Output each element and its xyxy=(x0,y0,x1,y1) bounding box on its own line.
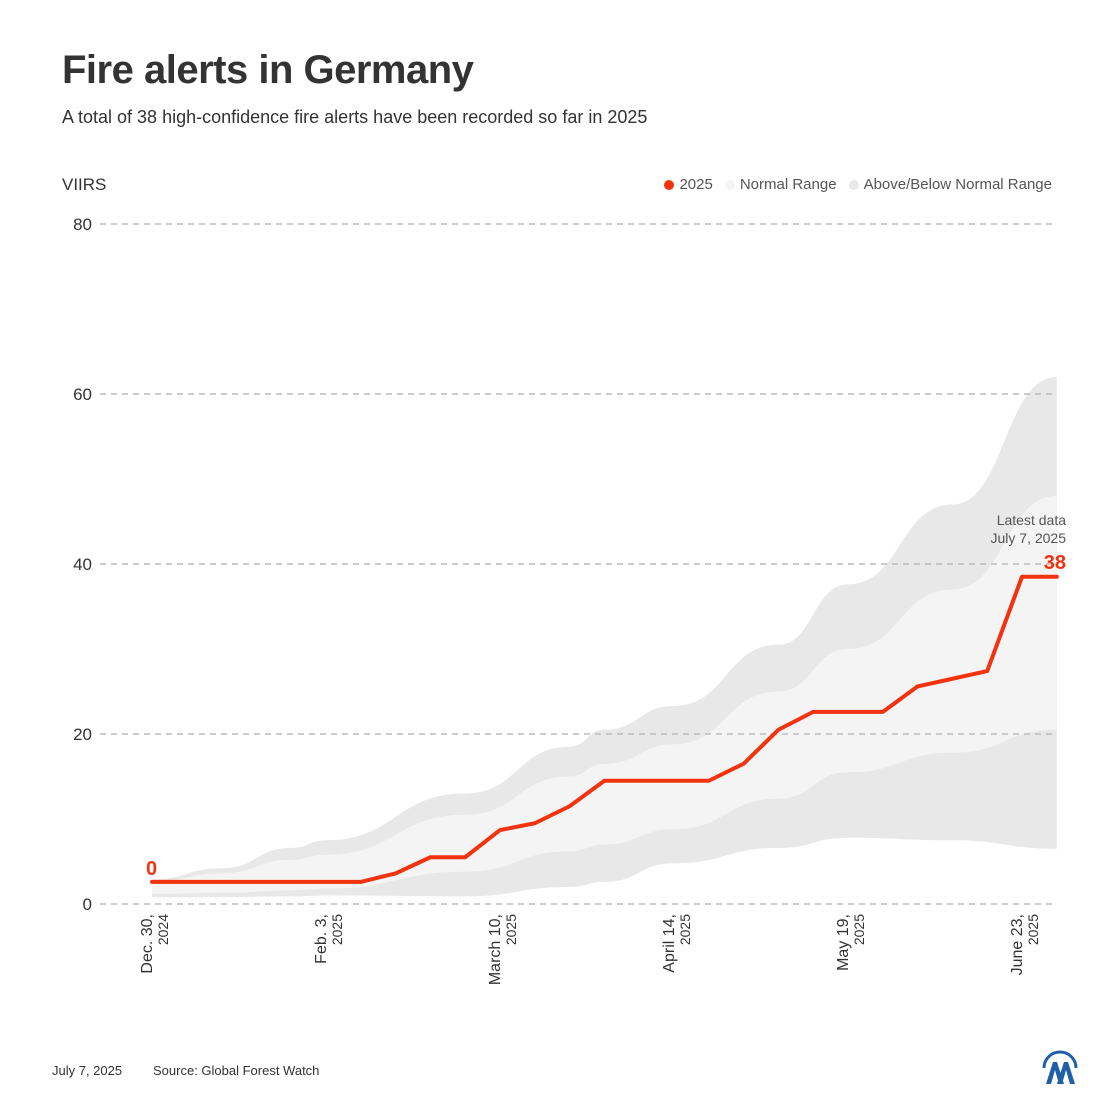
x-tick-label: April 14, 2025 xyxy=(661,914,693,973)
x-tick-line1: June 23, xyxy=(1009,914,1026,975)
x-tick-line2: 2025 xyxy=(1025,914,1041,945)
latest-data-date: July 7, 2025 xyxy=(991,530,1067,546)
footer-date: July 7, 2025 xyxy=(52,1063,123,1078)
y-tick-label: 20 xyxy=(73,725,92,744)
chart-subtitle: A total of 38 high-confidence fire alert… xyxy=(62,107,648,127)
start-value-label: 0 xyxy=(146,858,157,880)
x-tick-label: Dec. 30, 2024 xyxy=(139,914,171,974)
x-tick-line2: 2025 xyxy=(677,914,693,945)
legend: 2025 Normal Range Above/Below Normal Ran… xyxy=(664,176,1052,193)
legend-swatch xyxy=(664,179,675,190)
legend-item-above-below-range: Above/Below Normal Range xyxy=(848,176,1052,193)
legend-swatch xyxy=(724,179,735,190)
legend-swatch xyxy=(848,179,859,190)
legend-label: Normal Range xyxy=(739,176,837,193)
legend-item-2025: 2025 xyxy=(664,176,713,193)
x-tick-label: March 10, 2025 xyxy=(487,914,519,985)
normal-range-band xyxy=(152,496,1057,894)
y-tick-label: 40 xyxy=(73,555,92,574)
x-tick-label: June 23, 2025 xyxy=(1009,914,1041,976)
latest-data-label: Latest data xyxy=(997,512,1066,528)
x-tick-label: Feb. 3, 2025 xyxy=(313,914,345,964)
y-tick-label: 80 xyxy=(73,215,92,234)
legend-label: Above/Below Normal Range xyxy=(863,176,1052,193)
legend-label: 2025 xyxy=(679,176,713,193)
y-tick-label: 0 xyxy=(83,895,92,914)
x-tick-line1: May 19, xyxy=(835,914,852,971)
x-tick-line2: 2025 xyxy=(329,914,345,945)
x-tick-line1: March 10, xyxy=(487,914,504,985)
x-tick-line1: Feb. 3, xyxy=(313,914,330,964)
x-tick-line1: Dec. 30, xyxy=(139,914,156,974)
chart-title: Fire alerts in Germany xyxy=(62,48,474,92)
aa-logo xyxy=(1042,1050,1078,1084)
y-axis-label: VIIRS xyxy=(62,175,107,194)
legend-item-normal-range: Normal Range xyxy=(724,176,837,193)
x-tick-line2: 2024 xyxy=(155,914,171,945)
x-tick-line2: 2025 xyxy=(503,914,519,945)
y-tick-label: 60 xyxy=(73,385,92,404)
x-tick-line2: 2025 xyxy=(851,914,867,945)
x-tick-line1: April 14, xyxy=(661,914,678,973)
end-value-label: 38 xyxy=(1044,552,1066,574)
x-tick-label: May 19, 2025 xyxy=(835,914,867,971)
footer-source: Source: Global Forest Watch xyxy=(153,1063,320,1078)
